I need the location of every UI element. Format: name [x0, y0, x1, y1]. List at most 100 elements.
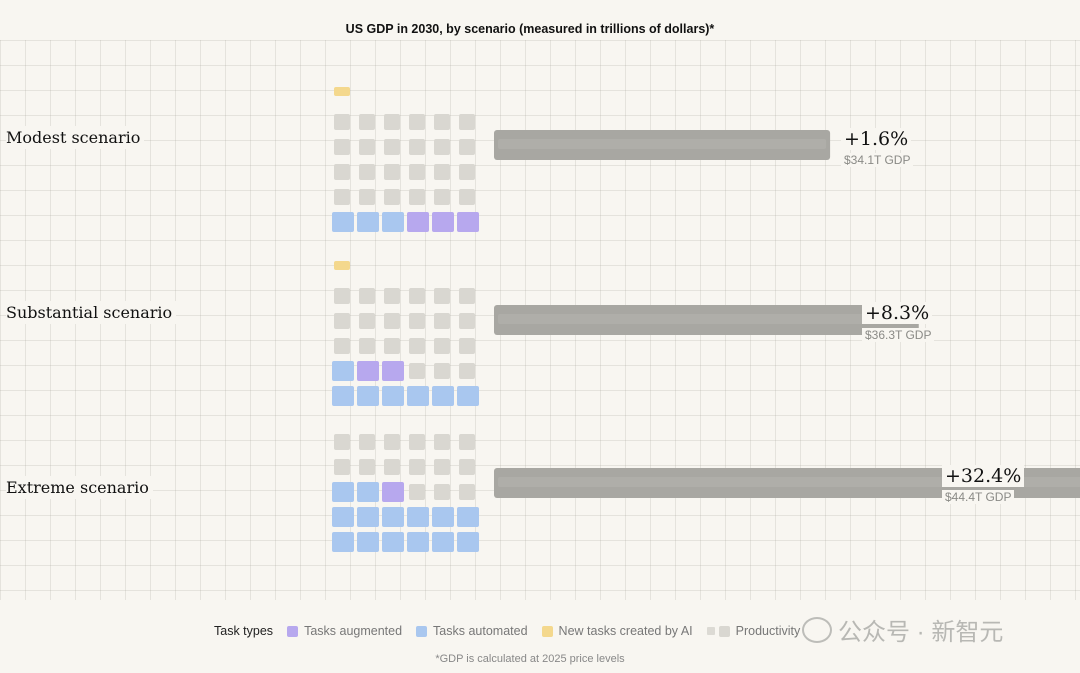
- task-square-automated-extreme: [382, 507, 404, 527]
- scenario-label-modest: Modest scenario: [6, 126, 145, 149]
- task-square-automated-extreme: [457, 507, 479, 527]
- task-square-automated-extreme: [407, 532, 429, 552]
- task-square-automated-substantial: [357, 386, 379, 406]
- task-square-productivity-substantial: [434, 338, 450, 354]
- task-square-productivity-modest: [384, 164, 400, 180]
- task-square-productivity-modest: [334, 139, 350, 155]
- task-square-productivity-extreme: [384, 459, 400, 475]
- pct-label-modest: +1.6%: [841, 128, 912, 150]
- task-square-automated-modest: [382, 212, 404, 232]
- task-square-automated-extreme: [407, 507, 429, 527]
- task-square-automated-substantial: [332, 361, 354, 381]
- task-square-productivity-substantial: [409, 288, 425, 304]
- task-square-productivity-extreme: [409, 459, 425, 475]
- task-square-productivity-extreme: [359, 434, 375, 450]
- legend-swatch-automated: [416, 625, 428, 637]
- legend-label-automated: Tasks automated: [433, 624, 528, 638]
- task-square-productivity-modest: [459, 139, 475, 155]
- task-square-augmented-modest: [432, 212, 454, 232]
- gdp-label-substantial: $36.3T GDP: [862, 328, 935, 342]
- task-square-productivity-substantial: [434, 288, 450, 304]
- task-square-automated-extreme: [357, 532, 379, 552]
- task-square-productivity-modest: [384, 114, 400, 130]
- task-square-productivity-substantial: [409, 338, 425, 354]
- legend-swatch-productivity: [718, 625, 730, 637]
- pct-label-extreme: +32.4%: [942, 465, 1025, 487]
- task-square-productivity-substantial: [434, 313, 450, 329]
- task-square-productivity-extreme: [409, 434, 425, 450]
- task-square-productivity-modest: [434, 114, 450, 130]
- task-square-automated-substantial: [382, 386, 404, 406]
- gdp-label-extreme: $44.4T GDP: [942, 490, 1015, 504]
- legend-item-productivity: Productivity: [706, 624, 801, 638]
- scenario-label-extreme: Extreme scenario: [6, 476, 153, 499]
- task-square-productivity-modest: [434, 164, 450, 180]
- task-square-new-task-modest: [334, 87, 350, 96]
- scenario-label-substantial: Substantial scenario: [6, 301, 177, 324]
- task-square-productivity-extreme: [384, 434, 400, 450]
- gdp-bar-texture-substantial: [498, 314, 915, 324]
- legend-swatch-new-tasks: [541, 625, 553, 637]
- task-square-productivity-modest: [459, 189, 475, 205]
- task-square-productivity-substantial: [359, 288, 375, 304]
- legend: Task types Tasks augmented Tasks automat…: [214, 622, 815, 640]
- task-square-productivity-modest: [334, 189, 350, 205]
- task-square-new-task-substantial: [334, 261, 350, 270]
- task-square-productivity-substantial: [459, 338, 475, 354]
- task-square-productivity-modest: [459, 114, 475, 130]
- task-square-productivity-substantial: [384, 288, 400, 304]
- task-square-automated-substantial: [432, 386, 454, 406]
- task-square-productivity-substantial: [334, 288, 350, 304]
- task-square-automated-extreme: [357, 507, 379, 527]
- footnote: *GDP is calculated at 2025 price levels: [435, 653, 625, 665]
- task-square-productivity-extreme: [434, 459, 450, 475]
- task-square-augmented-substantial: [382, 361, 404, 381]
- task-square-automated-modest: [332, 212, 354, 232]
- legend-label-productivity: Productivity: [735, 624, 801, 638]
- task-square-productivity-substantial: [459, 363, 475, 379]
- task-square-automated-substantial: [332, 386, 354, 406]
- gdp-bar-texture-extreme: [498, 477, 1080, 487]
- watermark: 公众号 · 新智元: [802, 612, 1003, 647]
- legend-item-new-tasks: New tasks created by AI: [541, 624, 693, 638]
- task-square-automated-extreme: [332, 507, 354, 527]
- gdp-bar-texture-modest: [498, 139, 827, 149]
- chart-title: US GDP in 2030, by scenario (measured in…: [345, 22, 715, 36]
- task-square-augmented-modest: [407, 212, 429, 232]
- legend-label-augmented: Tasks augmented: [304, 624, 403, 638]
- legend-swatch-augmented: [287, 625, 299, 637]
- task-square-productivity-substantial: [359, 338, 375, 354]
- task-square-productivity-substantial: [334, 313, 350, 329]
- task-square-productivity-substantial: [459, 288, 475, 304]
- task-square-productivity-substantial: [384, 338, 400, 354]
- task-square-automated-substantial: [457, 386, 479, 406]
- task-square-automated-extreme: [332, 532, 354, 552]
- task-square-productivity-substantial: [459, 313, 475, 329]
- task-square-productivity-modest: [359, 164, 375, 180]
- task-square-productivity-extreme: [334, 434, 350, 450]
- task-square-automated-extreme: [332, 482, 354, 502]
- task-square-productivity-modest: [359, 139, 375, 155]
- task-square-augmented-modest: [457, 212, 479, 232]
- task-square-productivity-extreme: [459, 484, 475, 500]
- gdp-label-modest: $34.1T GDP: [841, 153, 914, 167]
- legend-title: Task types: [214, 624, 274, 638]
- task-square-productivity-modest: [409, 114, 425, 130]
- task-square-productivity-modest: [334, 164, 350, 180]
- task-square-productivity-modest: [409, 164, 425, 180]
- task-square-productivity-modest: [434, 139, 450, 155]
- task-square-augmented-substantial: [357, 361, 379, 381]
- task-square-productivity-modest: [434, 189, 450, 205]
- legend-swatch-productivity-small: [706, 627, 715, 635]
- task-square-productivity-modest: [359, 189, 375, 205]
- task-square-productivity-modest: [384, 139, 400, 155]
- task-square-productivity-substantial: [334, 338, 350, 354]
- task-square-productivity-extreme: [459, 459, 475, 475]
- task-square-productivity-extreme: [409, 484, 425, 500]
- task-square-productivity-substantial: [409, 313, 425, 329]
- task-square-productivity-substantial: [434, 363, 450, 379]
- task-square-productivity-modest: [409, 139, 425, 155]
- task-square-automated-extreme: [457, 532, 479, 552]
- legend-label-new-tasks: New tasks created by AI: [558, 624, 693, 638]
